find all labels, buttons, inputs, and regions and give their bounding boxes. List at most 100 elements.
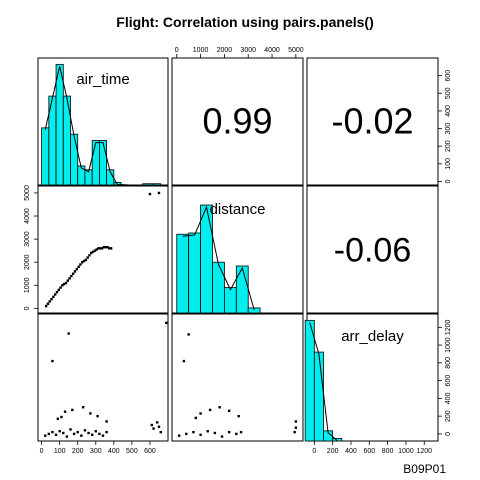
scatter-point xyxy=(44,304,48,308)
scatter-point xyxy=(164,321,168,325)
scatter-point xyxy=(108,247,111,250)
tick-label: 100 xyxy=(445,158,452,170)
scatter-point xyxy=(58,430,61,433)
scatter-point xyxy=(95,248,98,251)
histogram-bar xyxy=(98,140,108,186)
chart-title: Flight: Correlation using pairs.panels() xyxy=(116,14,373,30)
tick-label: 3000 xyxy=(240,47,256,54)
scatter-point xyxy=(98,432,101,436)
density-curve xyxy=(44,66,158,187)
variable-label-air-time: air_time xyxy=(76,71,129,88)
scatter-point xyxy=(88,254,91,257)
histogram-bar xyxy=(41,127,50,186)
scatter-point xyxy=(213,431,217,435)
scatter-point xyxy=(62,431,65,435)
tick-label: 4000 xyxy=(264,47,280,54)
histogram-bar xyxy=(223,287,237,314)
scatter-point xyxy=(84,258,88,262)
tick-label: 200 xyxy=(445,410,452,422)
variable-label-arr-delay: arr_delay xyxy=(341,328,404,345)
tick-label: 300 xyxy=(90,448,102,455)
scatter-point xyxy=(100,247,104,250)
scatter-point xyxy=(239,430,243,434)
scatter-point xyxy=(63,410,67,413)
correlation-value: -0.06 xyxy=(334,232,412,270)
scatter-point xyxy=(227,409,231,413)
scatter-point xyxy=(76,430,79,434)
scatter-point xyxy=(72,432,76,436)
scatter-point xyxy=(294,420,298,423)
scatter-point xyxy=(66,279,69,282)
tick-label: 3000 xyxy=(24,231,31,247)
scatter-point xyxy=(51,359,54,363)
scatter-point xyxy=(54,433,58,436)
tick-label: 0 xyxy=(445,179,452,183)
scatter-point xyxy=(187,333,190,336)
scatter-point xyxy=(46,302,50,305)
scatter-point xyxy=(56,417,60,420)
scatter-point xyxy=(79,263,82,266)
scatter-point xyxy=(294,426,298,429)
scatter-point xyxy=(177,434,181,437)
scatter-point xyxy=(73,270,77,273)
tick-label: 500 xyxy=(445,87,452,99)
scatter-point xyxy=(102,245,106,249)
tick-label: 1200 xyxy=(416,448,432,455)
scatter-point xyxy=(89,412,92,415)
scatter-point xyxy=(101,434,105,437)
histogram-bar xyxy=(70,133,79,186)
scatter-point xyxy=(96,414,99,418)
scatter-point xyxy=(90,433,94,436)
scatter-point xyxy=(91,250,95,254)
scatter-point xyxy=(157,191,161,195)
scatter-point xyxy=(62,282,66,286)
scatter-point xyxy=(69,428,72,431)
histogram-bar xyxy=(332,438,343,442)
tick-label: 0 xyxy=(312,448,316,455)
scatter-point xyxy=(237,414,240,418)
histogram-bar xyxy=(142,183,154,186)
tick-label: 100 xyxy=(54,448,66,455)
scatter-point xyxy=(199,433,202,436)
scatter-point xyxy=(235,432,238,436)
scatter-point xyxy=(105,420,108,423)
scatter-point xyxy=(99,247,102,250)
tick-label: 5000 xyxy=(288,47,304,54)
tick-label: 500 xyxy=(126,448,138,455)
scatter-point xyxy=(83,429,87,432)
panel-border xyxy=(306,57,439,186)
tick-label: 600 xyxy=(445,375,452,387)
scatter-point xyxy=(64,281,68,285)
scatter-point xyxy=(81,406,85,409)
tick-label: 1000 xyxy=(398,448,414,455)
tick-label: 0 xyxy=(24,306,31,310)
panel-border xyxy=(171,57,304,186)
tick-label: 1200 xyxy=(445,319,452,335)
histogram-bar xyxy=(313,351,324,442)
tick-label: 400 xyxy=(108,448,120,455)
scatter-point xyxy=(206,430,209,433)
scatter-point xyxy=(157,425,161,428)
density-curve xyxy=(182,205,255,311)
correlation-value: -0.02 xyxy=(331,101,413,142)
scatter-point xyxy=(192,430,195,434)
scatter-point xyxy=(218,406,221,409)
scatter-point xyxy=(97,247,100,250)
scatter-point xyxy=(194,416,198,420)
scatter-point xyxy=(48,300,51,303)
scatter-point xyxy=(50,297,53,301)
scatter-point xyxy=(208,408,212,412)
scatter-point xyxy=(93,249,97,252)
variable-label-distance: distance xyxy=(210,201,266,218)
scatter-point xyxy=(227,430,231,434)
panel-border xyxy=(37,185,169,314)
scatter-point xyxy=(293,430,296,434)
tick-label: 0 xyxy=(175,47,179,54)
scatter-point xyxy=(57,288,60,292)
tick-label: 400 xyxy=(345,448,357,455)
tick-label: 5000 xyxy=(24,185,31,201)
tick-label: 1000 xyxy=(193,47,209,54)
panel-grid: air_time distance arr_delay 0.99 -0.02 -0.06 0… xyxy=(24,47,452,455)
tick-label: 0 xyxy=(445,432,452,436)
